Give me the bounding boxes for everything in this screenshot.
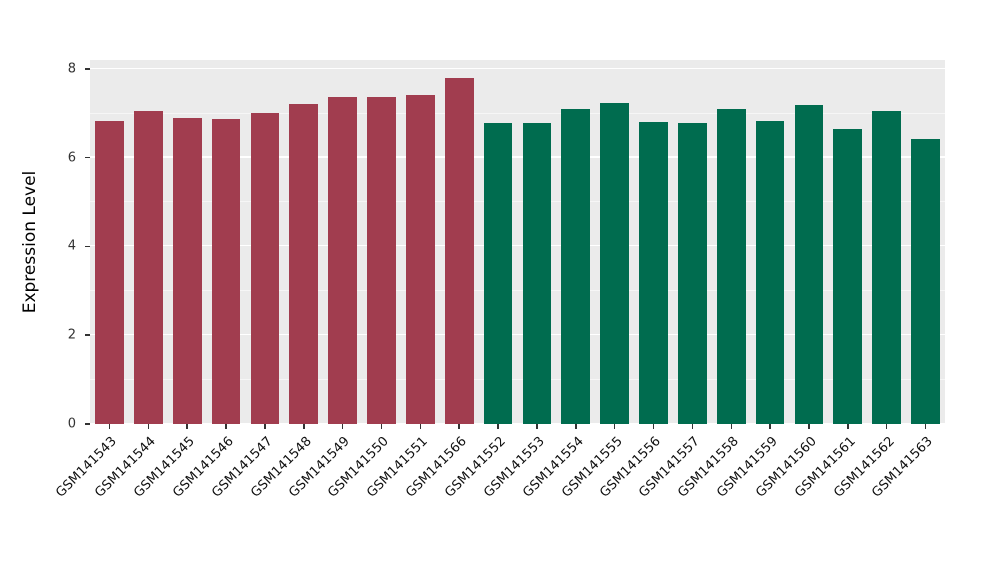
x-tick-mark [885, 424, 888, 429]
x-tick-mark [613, 424, 616, 429]
y-tick-mark [85, 156, 90, 159]
bar [755, 120, 785, 424]
bar [444, 77, 474, 424]
x-tick-mark [341, 424, 344, 429]
bar [405, 94, 435, 424]
bar [716, 108, 746, 424]
gridline-minor [90, 201, 945, 203]
y-axis: 0 2 4 6 8 [0, 60, 90, 432]
x-tick-mark [924, 424, 927, 429]
bar [872, 111, 902, 424]
bar [250, 113, 280, 424]
x-tick-mark [730, 424, 732, 429]
y-tick-label: 8 [67, 61, 76, 77]
y-tick-mark [85, 334, 90, 336]
x-tick-mark [303, 424, 305, 429]
bar [211, 119, 241, 424]
gridline-minor [90, 112, 945, 114]
bar [133, 111, 163, 424]
x-axis: GSM141543 GSM141544 GSM141545 GSM141546 GSM1… [53, 424, 945, 580]
plot-area [90, 60, 945, 424]
gridline-minor [90, 378, 945, 380]
x-tick-mark [186, 424, 188, 429]
gridline-major [90, 67, 945, 69]
bar [367, 97, 396, 424]
x-tick-mark [380, 424, 383, 429]
x-tick-mark [691, 424, 694, 429]
y-tick-label: 4 [67, 238, 76, 254]
bar [639, 122, 668, 424]
bar [328, 96, 357, 424]
bar [95, 121, 124, 424]
bar [911, 139, 940, 424]
x-tick-mark [575, 424, 577, 429]
x-tick-mark [264, 424, 266, 429]
x-tick-mark [147, 424, 150, 429]
y-tick-mark [85, 68, 90, 70]
bar [522, 123, 552, 424]
bar [833, 128, 863, 424]
x-tick-mark [652, 424, 655, 429]
x-tick-mark [108, 424, 111, 429]
bar [561, 108, 591, 424]
bar [172, 117, 202, 424]
gridline-major [90, 422, 945, 424]
y-tick-label: 2 [67, 327, 76, 343]
gridline-major [90, 245, 945, 247]
x-tick-mark [769, 424, 771, 429]
bar [600, 103, 630, 424]
bar [289, 104, 319, 424]
gridline-major [90, 333, 945, 336]
bar [794, 105, 824, 424]
y-tick-label: 0 [67, 416, 76, 432]
x-tick-mark [497, 424, 499, 429]
y-tick-mark [85, 423, 90, 425]
bar [678, 123, 707, 424]
x-tick-mark [419, 424, 422, 429]
bar [483, 123, 513, 424]
x-tick-mark [808, 424, 810, 429]
x-tick-mark [847, 424, 849, 429]
x-tick-mark [536, 424, 538, 429]
y-tick-label: 6 [67, 150, 76, 166]
x-tick-mark [225, 424, 227, 429]
gridline-major [90, 156, 945, 158]
gridline-minor [90, 290, 945, 291]
x-tick-mark [458, 424, 460, 429]
y-tick-mark [85, 245, 90, 248]
